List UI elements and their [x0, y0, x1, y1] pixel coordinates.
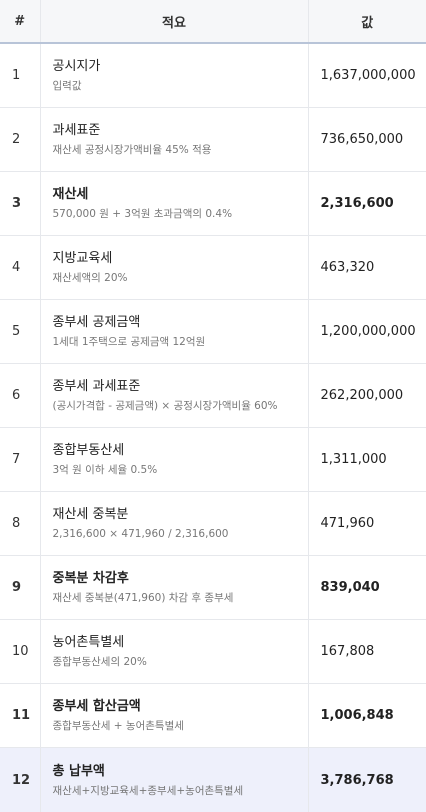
table-row: 4 지방교육세 재산세액의 20% 463,320 — [0, 236, 426, 300]
table-row: 10 농어촌특별세 종합부동산세의 20% 167,808 — [0, 620, 426, 684]
row-description: 종부세 공제금액 1세대 1주택으로 공제금액 12억원 — [40, 300, 308, 364]
header-num: # — [0, 0, 40, 43]
row-label: 재산세 중복분 — [53, 505, 302, 524]
row-value: 736,650,000 — [308, 108, 426, 172]
row-sublabel: 종합부동산세의 20% — [53, 655, 302, 670]
row-number: 10 — [0, 620, 40, 684]
table-row: 1 공시지가 입력값 1,637,000,000 — [0, 43, 426, 108]
row-number: 11 — [0, 684, 40, 748]
row-description: 농어촌특별세 종합부동산세의 20% — [40, 620, 308, 684]
row-sublabel: 입력값 — [53, 79, 302, 94]
row-sublabel: 1세대 1주택으로 공제금액 12억원 — [53, 335, 302, 350]
table-row: 7 종합부동산세 3억 원 이하 세율 0.5% 1,311,000 — [0, 428, 426, 492]
row-number: 2 — [0, 108, 40, 172]
row-value: 471,960 — [308, 492, 426, 556]
row-value: 167,808 — [308, 620, 426, 684]
row-sublabel: 재산세 중복분(471,960) 차감 후 종부세 — [53, 591, 302, 606]
row-number: 3 — [0, 172, 40, 236]
row-sublabel: 2,316,600 × 471,960 / 2,316,600 — [53, 527, 302, 542]
row-number: 6 — [0, 364, 40, 428]
row-description: 지방교육세 재산세액의 20% — [40, 236, 308, 300]
row-label: 종부세 공제금액 — [53, 313, 302, 332]
table-row: 11 종부세 합산금액 종합부동산세 + 농어촌특별세 1,006,848 — [0, 684, 426, 748]
row-label: 농어촌특별세 — [53, 633, 302, 652]
row-number: 5 — [0, 300, 40, 364]
row-sublabel: 재산세 공정시장가액비율 45% 적용 — [53, 143, 302, 158]
row-description: 과세표준 재산세 공정시장가액비율 45% 적용 — [40, 108, 308, 172]
row-description: 종부세 과세표준 (공시가격합 - 공제금액) × 공정시장가액비율 60% — [40, 364, 308, 428]
row-description: 재산세 570,000 원 + 3억원 초과금액의 0.4% — [40, 172, 308, 236]
row-label: 종부세 과세표준 — [53, 377, 302, 396]
row-value: 463,320 — [308, 236, 426, 300]
row-sublabel: 재산세액의 20% — [53, 271, 302, 286]
row-number: 9 — [0, 556, 40, 620]
row-label: 총 납부액 — [53, 762, 302, 781]
table-row: 5 종부세 공제금액 1세대 1주택으로 공제금액 12억원 1,200,000… — [0, 300, 426, 364]
row-sublabel: 3억 원 이하 세율 0.5% — [53, 463, 302, 478]
row-value: 839,040 — [308, 556, 426, 620]
table-row: 9 중복분 차감후 재산세 중복분(471,960) 차감 후 종부세 839,… — [0, 556, 426, 620]
row-number: 12 — [0, 748, 40, 812]
row-value: 1,637,000,000 — [308, 43, 426, 108]
row-sublabel: 종합부동산세 + 농어촌특별세 — [53, 719, 302, 734]
row-label: 공시지가 — [53, 57, 302, 76]
row-description: 총 납부액 재산세+지방교육세+종부세+농어촌특별세 — [40, 748, 308, 812]
row-number: 8 — [0, 492, 40, 556]
header-description: 적요 — [40, 0, 308, 43]
row-label: 종부세 합산금액 — [53, 697, 302, 716]
total-row: 12 총 납부액 재산세+지방교육세+종부세+농어촌특별세 3,786,768 — [0, 748, 426, 812]
row-value: 1,200,000,000 — [308, 300, 426, 364]
row-sublabel: 재산세+지방교육세+종부세+농어촌특별세 — [53, 784, 302, 799]
row-value: 262,200,000 — [308, 364, 426, 428]
table-body: 1 공시지가 입력값 1,637,000,000 2 과세표준 재산세 공정시장… — [0, 43, 426, 812]
row-description: 종합부동산세 3억 원 이하 세율 0.5% — [40, 428, 308, 492]
table-row: 2 과세표준 재산세 공정시장가액비율 45% 적용 736,650,000 — [0, 108, 426, 172]
header-value: 값 — [308, 0, 426, 43]
table-row: 8 재산세 중복분 2,316,600 × 471,960 / 2,316,60… — [0, 492, 426, 556]
row-label: 과세표준 — [53, 121, 302, 140]
table-row: 6 종부세 과세표준 (공시가격합 - 공제금액) × 공정시장가액비율 60%… — [0, 364, 426, 428]
row-label: 재산세 — [53, 185, 302, 204]
row-description: 재산세 중복분 2,316,600 × 471,960 / 2,316,600 — [40, 492, 308, 556]
row-description: 중복분 차감후 재산세 중복분(471,960) 차감 후 종부세 — [40, 556, 308, 620]
row-label: 지방교육세 — [53, 249, 302, 268]
row-value: 1,006,848 — [308, 684, 426, 748]
total-value: 3,786,768 — [308, 748, 426, 812]
table-row: 3 재산세 570,000 원 + 3억원 초과금액의 0.4% 2,316,6… — [0, 172, 426, 236]
row-number: 7 — [0, 428, 40, 492]
table-header: # 적요 값 — [0, 0, 426, 43]
row-value: 2,316,600 — [308, 172, 426, 236]
row-label: 중복분 차감후 — [53, 569, 302, 588]
row-number: 1 — [0, 43, 40, 108]
row-value: 1,311,000 — [308, 428, 426, 492]
row-description: 종부세 합산금액 종합부동산세 + 농어촌특별세 — [40, 684, 308, 748]
row-number: 4 — [0, 236, 40, 300]
row-sublabel: (공시가격합 - 공제금액) × 공정시장가액비율 60% — [53, 399, 302, 414]
row-description: 공시지가 입력값 — [40, 43, 308, 108]
row-label: 종합부동산세 — [53, 441, 302, 460]
row-sublabel: 570,000 원 + 3억원 초과금액의 0.4% — [53, 207, 302, 222]
